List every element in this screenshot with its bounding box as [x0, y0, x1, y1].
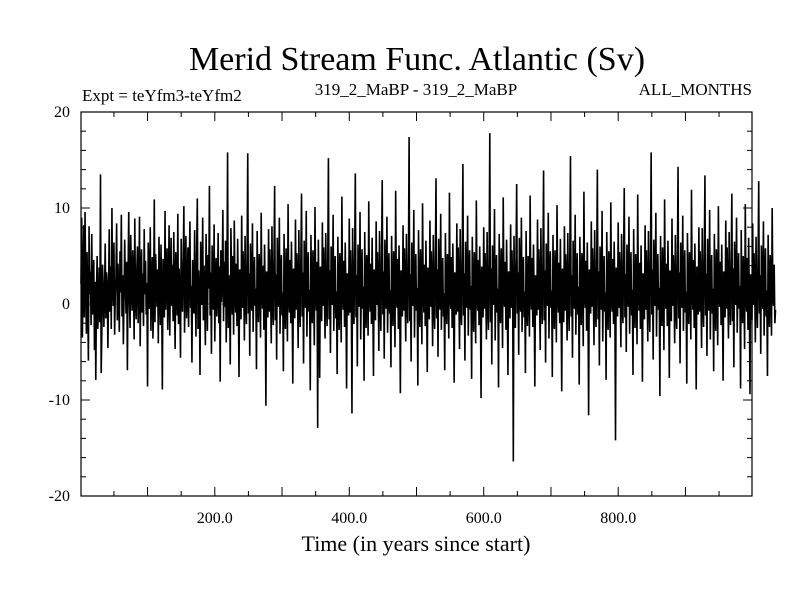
x-tick-label: 600.0 [466, 510, 502, 527]
subtitle-center: 319_2_MaBP - 319_2_MaBP [315, 80, 517, 99]
y-tick-label: -20 [49, 488, 70, 505]
subtitle-right: ALL_MONTHS [639, 80, 752, 99]
x-tick-label: 200.0 [197, 510, 233, 527]
subtitle-left: Expt = teYfm3-teYfm2 [82, 86, 242, 105]
series-line [80, 133, 777, 462]
y-tick-label: 10 [54, 200, 70, 217]
y-tick-label: 20 [54, 104, 70, 121]
y-tick-label: 0 [62, 296, 70, 313]
chart-title: Merid Stream Func. Atlantic (Sv) [189, 41, 645, 78]
x-tick-label: 400.0 [331, 510, 367, 527]
x-axis-label: Time (in years since start) [302, 531, 531, 556]
x-tick-label: 800.0 [600, 510, 636, 527]
x-tick-labels: 200.0 400.0 600.0 800.0 [197, 510, 636, 527]
y-tick-label: -10 [49, 392, 70, 409]
y-tick-labels: -20 -10 0 10 20 [49, 104, 70, 505]
